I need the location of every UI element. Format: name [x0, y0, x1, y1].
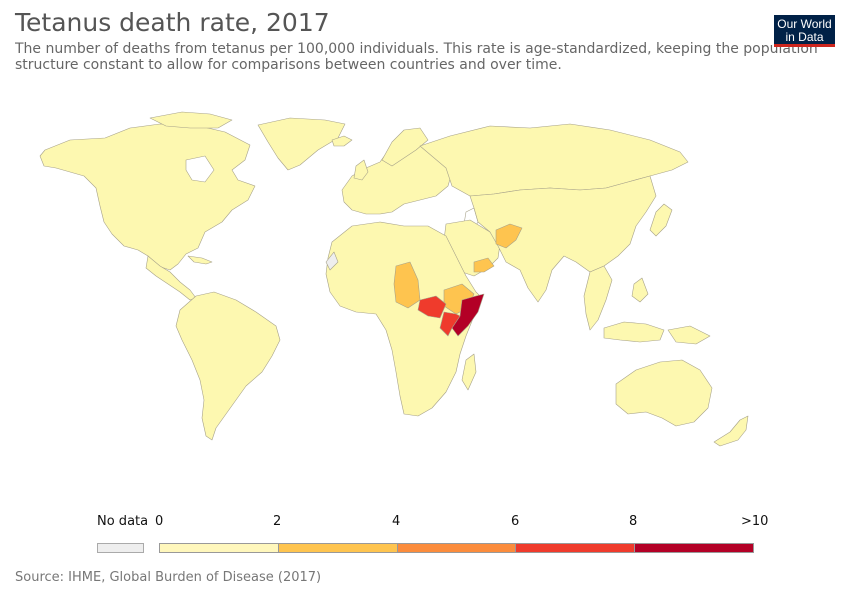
legend-tick-10plus: >10 — [741, 514, 769, 529]
region-indonesia[interactable] — [603, 321, 665, 343]
world-map — [39, 111, 749, 447]
legend-bin-0-2[interactable] — [159, 543, 279, 553]
region-southeast-asia[interactable] — [583, 265, 613, 331]
region-new-guinea[interactable] — [667, 325, 711, 345]
legend-tick-0: 0 — [155, 514, 164, 529]
region-kenya[interactable] — [439, 311, 461, 337]
region-uk[interactable] — [353, 159, 369, 181]
region-new-zealand[interactable] — [713, 415, 749, 447]
logo-line-2: in Data — [785, 30, 824, 44]
legend-tick-8: 8 — [629, 514, 638, 529]
legend-tick-2: 2 — [273, 514, 282, 529]
region-north-america[interactable] — [39, 123, 256, 271]
legend-bin-2-4[interactable] — [277, 543, 398, 553]
subtitle-line-2: structure constant to allow for comparis… — [15, 57, 562, 73]
legend-bin-6-8[interactable] — [515, 543, 636, 553]
region-japan[interactable] — [649, 203, 673, 237]
region-south-america[interactable] — [175, 291, 281, 441]
hudson-bay — [185, 155, 215, 183]
region-australia[interactable] — [615, 359, 713, 427]
owid-logo[interactable]: Our World in Data — [774, 15, 835, 47]
region-scandinavia[interactable] — [381, 127, 429, 167]
region-africa[interactable] — [325, 221, 483, 417]
legend-tick-4: 4 — [392, 514, 401, 529]
chart-subtitle: The number of deaths from tetanus per 10… — [15, 41, 837, 73]
region-greenland[interactable] — [257, 117, 346, 171]
legend-tick-6: 6 — [511, 514, 520, 529]
region-yemen[interactable] — [473, 257, 495, 273]
legend-nodata-swatch[interactable] — [97, 543, 144, 553]
region-chad[interactable] — [393, 261, 421, 309]
region-south-sudan[interactable] — [417, 295, 447, 319]
logo-line-1: Our World — [777, 17, 832, 31]
region-philippines[interactable] — [631, 277, 649, 303]
map-legend: No data 0 2 4 6 8 >10 — [0, 510, 850, 560]
legend-bin-4-6[interactable] — [396, 543, 517, 553]
legend-bin-8-10plus[interactable] — [634, 543, 754, 553]
region-afghanistan[interactable] — [495, 223, 523, 249]
region-arctic-islands[interactable] — [149, 111, 233, 129]
subtitle-line-1: The number of deaths from tetanus per 10… — [15, 41, 818, 57]
legend-color-bins — [159, 543, 754, 553]
region-caribbean[interactable] — [187, 255, 213, 265]
region-madagascar[interactable] — [461, 353, 477, 391]
chart-title: Tetanus death rate, 2017 — [15, 8, 330, 37]
region-western-sahara[interactable] — [325, 251, 339, 271]
source-note[interactable]: Source: IHME, Global Burden of Disease (… — [15, 570, 322, 585]
region-iceland[interactable] — [331, 135, 353, 147]
legend-nodata-label: No data — [97, 514, 149, 529]
